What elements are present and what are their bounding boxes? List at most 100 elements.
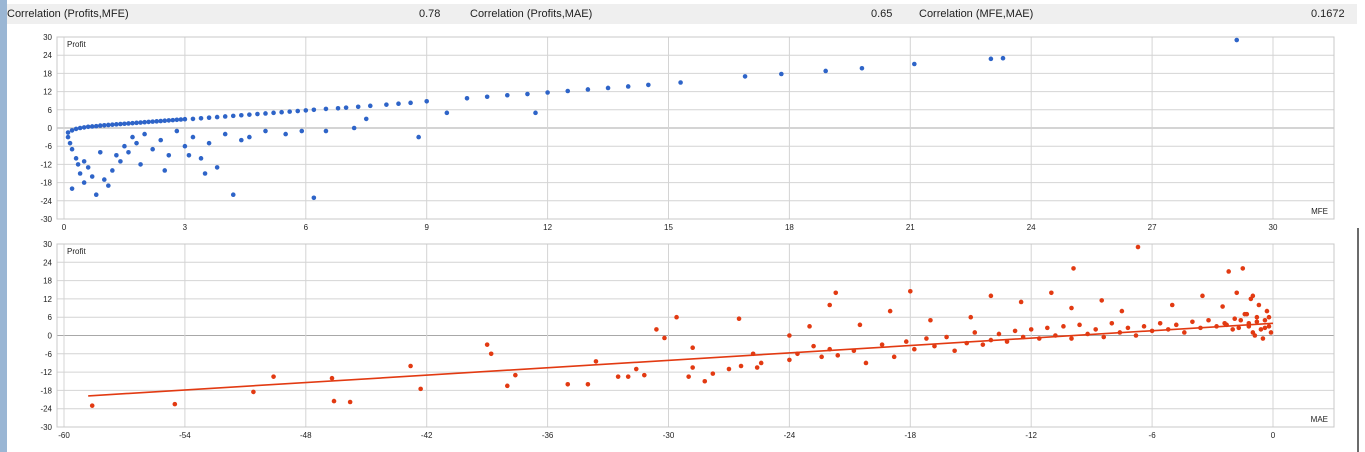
mfe-data-point <box>114 122 119 127</box>
mfe-data-point <box>134 140 139 146</box>
mae-data-point <box>585 382 591 387</box>
mfe-data-point <box>75 162 81 167</box>
mae-data-point <box>1198 325 1203 331</box>
mfe-data-point <box>565 88 571 94</box>
mfe-data-point <box>110 122 115 127</box>
mae-data-point <box>1071 266 1076 271</box>
mfe-data-point <box>73 156 79 161</box>
mae-data-point <box>980 342 986 347</box>
mfe-data-point <box>85 165 91 170</box>
mae-data-point <box>1099 298 1105 303</box>
mae-data-point <box>1242 311 1248 317</box>
mfe-data-point <box>271 110 276 116</box>
mae-data-point <box>488 351 494 357</box>
mfe-data-point <box>533 110 538 116</box>
mfe-data-point <box>311 195 317 201</box>
mae-data-point <box>879 342 885 347</box>
mae-data-point <box>972 330 978 335</box>
mae-data-point <box>1240 266 1246 271</box>
mae-data-point <box>615 374 621 379</box>
mae-data-point <box>484 342 490 347</box>
x-tick-label: -18 <box>905 431 917 440</box>
mfe-data-point <box>146 119 151 125</box>
mfe-data-point <box>384 102 389 107</box>
mfe-data-point <box>263 111 268 116</box>
y-axis-label: Profit <box>67 40 86 49</box>
correlation-mfe-mae-value: 0.1672 <box>1311 8 1345 20</box>
mae-data-point <box>1149 328 1155 334</box>
mfe-data-point <box>742 74 748 79</box>
mae-data-point <box>347 399 353 405</box>
mae-data-point <box>1085 331 1090 337</box>
mfe-data-point <box>303 108 309 113</box>
mae-data-point <box>1169 302 1175 308</box>
mae-data-point <box>1258 327 1264 332</box>
mae-data-point <box>331 398 337 404</box>
mae-data-point <box>1250 330 1256 335</box>
mfe-data-point <box>67 140 73 146</box>
y-tick-label: 0 <box>48 124 53 133</box>
vertical-scrollbar[interactable] <box>1357 0 1365 452</box>
x-tick-label: -6 <box>1149 431 1157 440</box>
x-tick-label: 12 <box>543 223 552 232</box>
mfe-data-point <box>77 125 83 131</box>
mae-data-point <box>565 382 571 387</box>
mae-data-point <box>988 293 994 299</box>
mfe-data-point <box>505 92 510 98</box>
mae-data-point <box>625 374 631 379</box>
mfe-data-point <box>323 128 329 134</box>
mfe-data-point <box>625 84 631 89</box>
x-axis-label: MFE <box>1311 207 1328 216</box>
mae-data-point <box>1266 314 1272 320</box>
y-tick-label: 6 <box>48 313 53 322</box>
mfe-data-point <box>239 112 244 118</box>
mae-data-point <box>819 354 824 360</box>
mfe-data-point <box>222 114 228 119</box>
mfe-data-point <box>323 106 329 112</box>
mae-data-point <box>686 374 691 379</box>
mfe-data-point <box>646 82 651 88</box>
mae-data-point <box>795 351 800 357</box>
mfe-data-point <box>416 134 421 140</box>
mfe-data-point <box>198 115 204 121</box>
mfe-data-point <box>81 125 87 130</box>
mfe-data-point <box>859 65 865 71</box>
mfe-data-point <box>102 177 107 182</box>
mfe-data-point <box>150 119 155 124</box>
x-tick-label: 30 <box>1269 223 1278 232</box>
scrollbar-thumb[interactable] <box>1357 228 1359 452</box>
x-tick-label: -54 <box>179 431 191 440</box>
mfe-data-point <box>142 119 147 125</box>
mae-data-point <box>674 314 679 320</box>
x-tick-label: 0 <box>1271 431 1276 440</box>
mfe-data-point <box>408 100 413 106</box>
mfe-data-point <box>118 121 123 127</box>
mfe-data-point <box>343 105 349 110</box>
mae-data-point <box>1236 325 1242 331</box>
mae-data-point <box>1135 244 1141 250</box>
mfe-data-point <box>222 131 228 137</box>
mae-data-point <box>944 334 949 340</box>
mfe-data-point <box>912 61 917 67</box>
mfe-data-point <box>186 153 192 158</box>
mae-data-point <box>750 351 756 357</box>
mae-data-point <box>1101 334 1107 340</box>
y-tick-label: 12 <box>43 295 52 304</box>
mfe-data-point <box>585 87 591 92</box>
x-tick-label: 24 <box>1027 223 1036 232</box>
mae-data-point <box>1246 321 1252 326</box>
mae-data-point <box>1157 321 1163 326</box>
mae-data-point <box>1254 314 1260 320</box>
mae-data-point <box>593 359 599 364</box>
mfe-data-point <box>158 137 164 143</box>
mfe-data-point <box>142 131 147 137</box>
mae-data-point <box>172 401 178 407</box>
y-tick-label: 0 <box>48 332 53 341</box>
mae-data-point <box>1256 302 1262 308</box>
x-tick-label: 15 <box>664 223 673 232</box>
mfe-data-point <box>299 128 305 134</box>
mfe-data-point <box>178 117 184 122</box>
x-tick-label: -48 <box>300 431 312 440</box>
mae-data-point <box>1069 336 1074 341</box>
mae-data-point <box>1117 330 1123 335</box>
